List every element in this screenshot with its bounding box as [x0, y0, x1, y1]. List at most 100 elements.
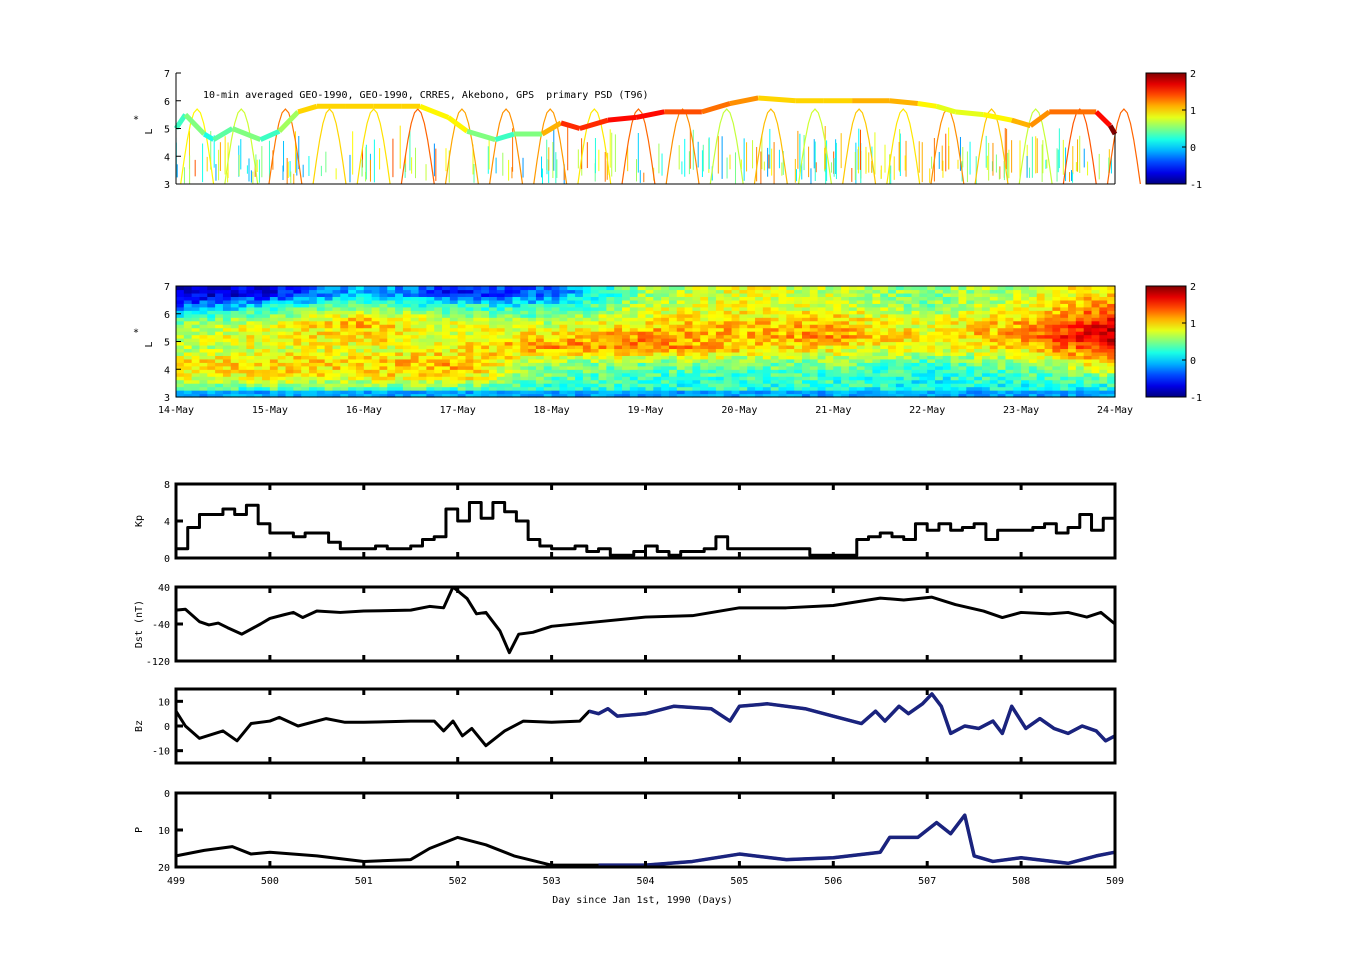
heatmap-cell — [254, 289, 263, 294]
heatmap-cell — [1036, 310, 1046, 315]
heatmap-cell — [246, 338, 255, 343]
heatmap-cell — [496, 289, 506, 294]
heatmap-cell — [731, 303, 740, 308]
heatmap-cell — [567, 376, 576, 381]
heatmap-cell — [1107, 393, 1116, 398]
heatmap-cell — [512, 372, 521, 377]
heatmap-cell — [841, 348, 850, 353]
heatmap-cell — [418, 365, 427, 370]
heatmap-cell — [708, 292, 717, 298]
heatmap-cell — [700, 292, 709, 298]
heatmap-cell — [1060, 334, 1069, 339]
heatmap-cell — [817, 390, 827, 395]
heatmap-cell — [1099, 334, 1108, 339]
heatmap-cell — [856, 390, 866, 395]
heatmap-cell — [817, 379, 827, 384]
heatmap-cell — [426, 289, 435, 294]
heatmap-cell — [301, 355, 310, 360]
heatmap-cell — [457, 390, 467, 395]
heatmap-cell — [950, 362, 960, 367]
heatmap-cell — [340, 386, 349, 391]
heatmap-cell — [215, 289, 224, 294]
heatmap-cell — [958, 299, 967, 304]
heatmap-cell — [309, 289, 318, 294]
heatmap-cell — [974, 341, 983, 346]
heatmap-cell — [747, 351, 756, 356]
heatmap-cell — [598, 383, 607, 388]
heatmap-cell — [825, 376, 834, 381]
heatmap-cell — [942, 376, 952, 381]
heatmap-cell — [723, 292, 733, 298]
heatmap-cell — [825, 358, 834, 363]
heatmap-cell — [418, 369, 427, 374]
heatmap-cell — [301, 338, 310, 343]
heatmap-cell — [872, 324, 881, 329]
heatmap-cell — [543, 327, 553, 332]
heatmap-cell — [739, 296, 748, 301]
heatmap-cell — [1091, 313, 1100, 318]
heatmap-cell — [285, 355, 294, 360]
heatmap-cell — [661, 365, 670, 370]
heatmap-cell — [324, 320, 334, 325]
heatmap-cell — [645, 331, 654, 336]
heatmap-cell — [387, 376, 396, 381]
heatmap-cell — [316, 372, 326, 377]
heatmap-cell — [700, 351, 709, 356]
heatmap-cell — [981, 289, 991, 294]
heatmap-cell — [629, 383, 639, 388]
heatmap-cell — [434, 386, 443, 391]
heatmap-cell — [692, 324, 701, 329]
heatmap-cell — [864, 334, 874, 339]
heatmap-cell — [543, 358, 553, 363]
heatmap-cell — [708, 393, 717, 398]
heatmap-cell — [543, 324, 553, 329]
heatmap-cell — [246, 306, 255, 311]
heatmap-cell — [254, 348, 263, 353]
heatmap-cell — [575, 286, 584, 291]
heatmap-cell — [340, 372, 349, 377]
heatmap-cell — [668, 306, 678, 311]
heatmap-cell — [911, 341, 920, 346]
heatmap-cell — [340, 313, 349, 318]
heatmap-cell — [1005, 296, 1014, 301]
colorbar-tick-label: 0 — [1190, 143, 1196, 154]
heatmap-cell — [418, 355, 427, 360]
heatmap-cell — [841, 289, 850, 294]
heatmap-cell — [942, 286, 952, 291]
heatmap-cell — [402, 362, 412, 367]
heatmap-cell — [176, 365, 185, 370]
heatmap-cell — [770, 292, 780, 298]
heatmap-cell — [387, 348, 396, 353]
heatmap-cell — [833, 358, 842, 363]
heatmap-cell — [207, 369, 216, 374]
heatmap-cell — [559, 317, 568, 322]
heatmap-cell — [582, 362, 592, 367]
heatmap-cell — [684, 369, 694, 374]
heatmap-cell — [246, 344, 255, 350]
heatmap-cell — [434, 310, 443, 315]
geo-track-segment — [635, 109, 665, 120]
heatmap-cell — [966, 376, 975, 381]
heatmap-cell — [387, 320, 396, 325]
heatmap-cell — [496, 303, 506, 308]
heatmap-cell — [661, 313, 670, 318]
heatmap-cell — [880, 317, 889, 322]
heatmap-cell — [747, 292, 756, 298]
heatmap-cell — [262, 351, 271, 356]
heatmap-cell — [825, 341, 834, 346]
heatmap-cell — [919, 351, 928, 356]
heatmap-cell — [332, 362, 341, 367]
heatmap-cell — [966, 303, 975, 308]
heatmap-cell — [183, 320, 193, 325]
heatmap-cell — [653, 327, 662, 332]
heatmap-cell — [457, 348, 467, 353]
heatmap-cell — [309, 306, 318, 311]
heatmap-cell — [316, 324, 326, 329]
heatmap-cell — [950, 379, 960, 384]
heatmap-cell — [449, 299, 459, 304]
heatmap-cell — [496, 313, 506, 318]
heatmap-cell — [762, 310, 772, 315]
geo-track-segment — [540, 120, 563, 137]
heatmap-cell — [410, 286, 420, 291]
heatmap-cell — [1099, 296, 1108, 301]
